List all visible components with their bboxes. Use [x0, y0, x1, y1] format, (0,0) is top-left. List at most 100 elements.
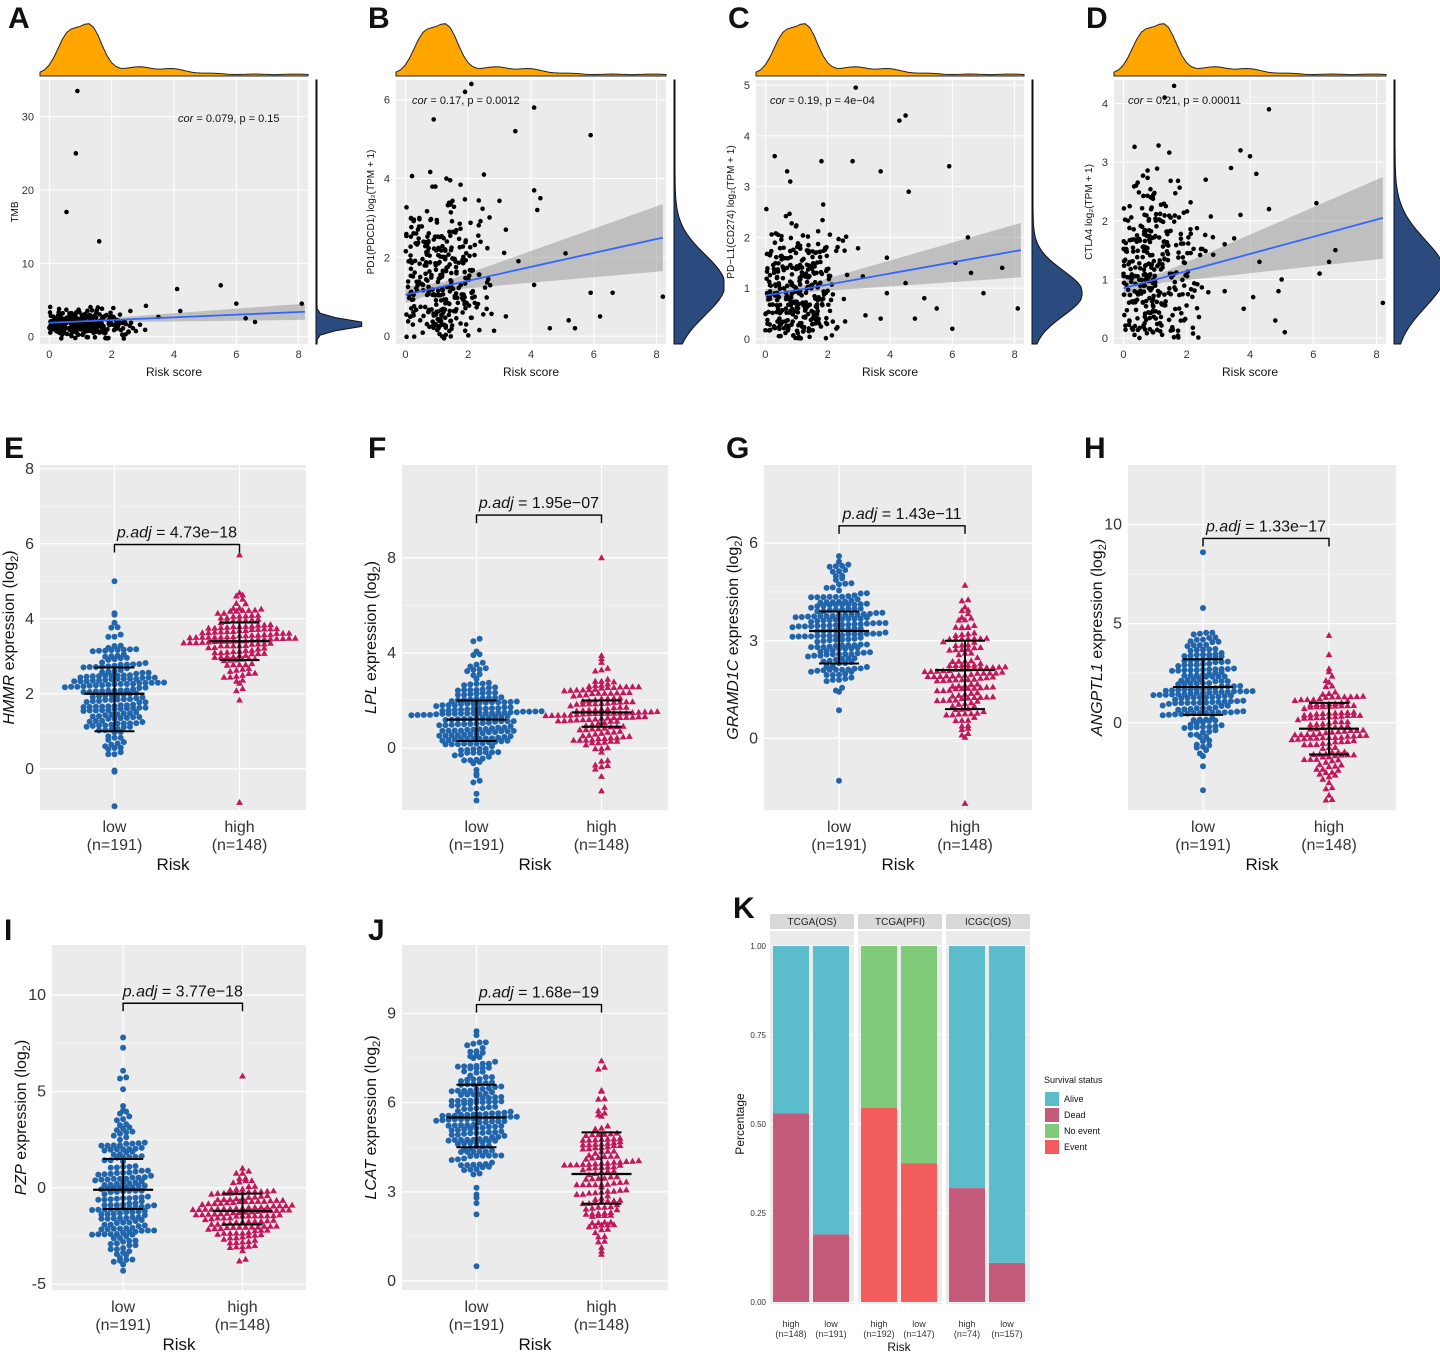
data-point: [458, 706, 464, 713]
data-point: [251, 1182, 259, 1189]
data-point: [467, 244, 473, 250]
data-point: [579, 732, 587, 739]
data-point: [1328, 757, 1336, 764]
data-point: [803, 271, 809, 276]
data-point: [430, 184, 435, 189]
data-point: [245, 1212, 253, 1219]
data-point: [220, 1196, 228, 1202]
y-tick-label: 0: [749, 730, 758, 747]
data-point: [826, 593, 833, 600]
data-point: [118, 327, 124, 333]
data-point: [273, 1222, 280, 1229]
data-point: [130, 325, 136, 331]
data-point: [236, 551, 243, 558]
data-point: [1149, 205, 1154, 210]
y-tick-label: 0: [1102, 333, 1108, 345]
data-point: [1224, 678, 1231, 685]
data-point: [444, 239, 450, 244]
data-point: [260, 631, 268, 638]
data-point: [1184, 209, 1190, 214]
data-point: [117, 1225, 123, 1232]
data-point: [485, 719, 492, 726]
panel-label-H: H: [1084, 432, 1106, 465]
data-point: [1240, 697, 1247, 704]
data-point: [145, 674, 152, 681]
data-point: [139, 669, 146, 676]
data-point: [823, 678, 830, 685]
data-point: [785, 256, 791, 261]
data-point: [1134, 254, 1140, 260]
regression-line: [765, 249, 1022, 297]
data-point: [507, 709, 514, 716]
data-point: [473, 687, 480, 693]
data-point: [974, 689, 981, 696]
data-point: [101, 1221, 108, 1228]
data-point: [826, 276, 832, 282]
data-point: [1218, 666, 1225, 672]
data-point: [601, 1153, 608, 1159]
data-point: [1191, 281, 1197, 286]
data-point: [1310, 696, 1317, 703]
data-point: [1313, 741, 1320, 747]
y-axis-title: LCAT expression (log2): [363, 1035, 383, 1199]
data-point: [142, 684, 149, 691]
data-point: [232, 666, 240, 673]
data-point: [955, 651, 963, 658]
y-density: [1031, 79, 1083, 345]
bar-segment-dead: [773, 1113, 809, 1302]
data-point: [781, 285, 787, 291]
data-point: [123, 702, 130, 709]
data-point: [489, 710, 495, 717]
data-point: [435, 309, 441, 314]
data-point: [180, 639, 188, 646]
data-point: [77, 309, 82, 315]
data-point: [254, 615, 262, 622]
data-point: [989, 693, 997, 700]
data-point: [832, 593, 839, 600]
data-point: [961, 603, 969, 610]
data-point: [1294, 716, 1302, 723]
data-point: [433, 302, 439, 307]
data-point: [818, 259, 823, 265]
data-point: [254, 645, 262, 652]
y-tick-label: 0: [28, 332, 34, 344]
data-point: [451, 1137, 458, 1143]
data-point: [1176, 306, 1182, 311]
data-point: [498, 1123, 505, 1129]
data-point: [406, 259, 411, 264]
data-point: [958, 631, 966, 637]
data-point: [98, 1215, 105, 1222]
data-point: [824, 253, 830, 259]
data-point: [842, 598, 849, 605]
data-point: [129, 1140, 136, 1147]
data-point: [851, 635, 858, 642]
data-point: [223, 653, 231, 660]
data-point: [117, 1210, 123, 1217]
data-point: [71, 316, 77, 322]
data-point: [489, 749, 495, 756]
data-point: [144, 1193, 151, 1200]
data-point: [604, 664, 612, 671]
data-point: [845, 605, 852, 612]
data-point: [1279, 277, 1284, 282]
data-point: [86, 704, 93, 710]
data-point: [236, 696, 243, 703]
data-point: [595, 1065, 602, 1072]
data-point: [423, 271, 428, 277]
data-point: [857, 615, 864, 622]
data-point: [1127, 237, 1133, 243]
data-point: [579, 686, 587, 693]
data-point: [451, 308, 457, 314]
data-point: [458, 1122, 464, 1129]
data-point: [132, 1237, 139, 1244]
data-point: [1165, 700, 1172, 707]
data-point: [579, 1166, 587, 1173]
data-point: [448, 1088, 455, 1095]
data-point: [229, 648, 237, 655]
data-point: [257, 1192, 265, 1199]
data-point: [495, 705, 502, 712]
data-point: [299, 301, 305, 306]
data-point: [473, 1048, 480, 1055]
data-point: [1190, 631, 1197, 638]
data-point: [80, 332, 85, 338]
